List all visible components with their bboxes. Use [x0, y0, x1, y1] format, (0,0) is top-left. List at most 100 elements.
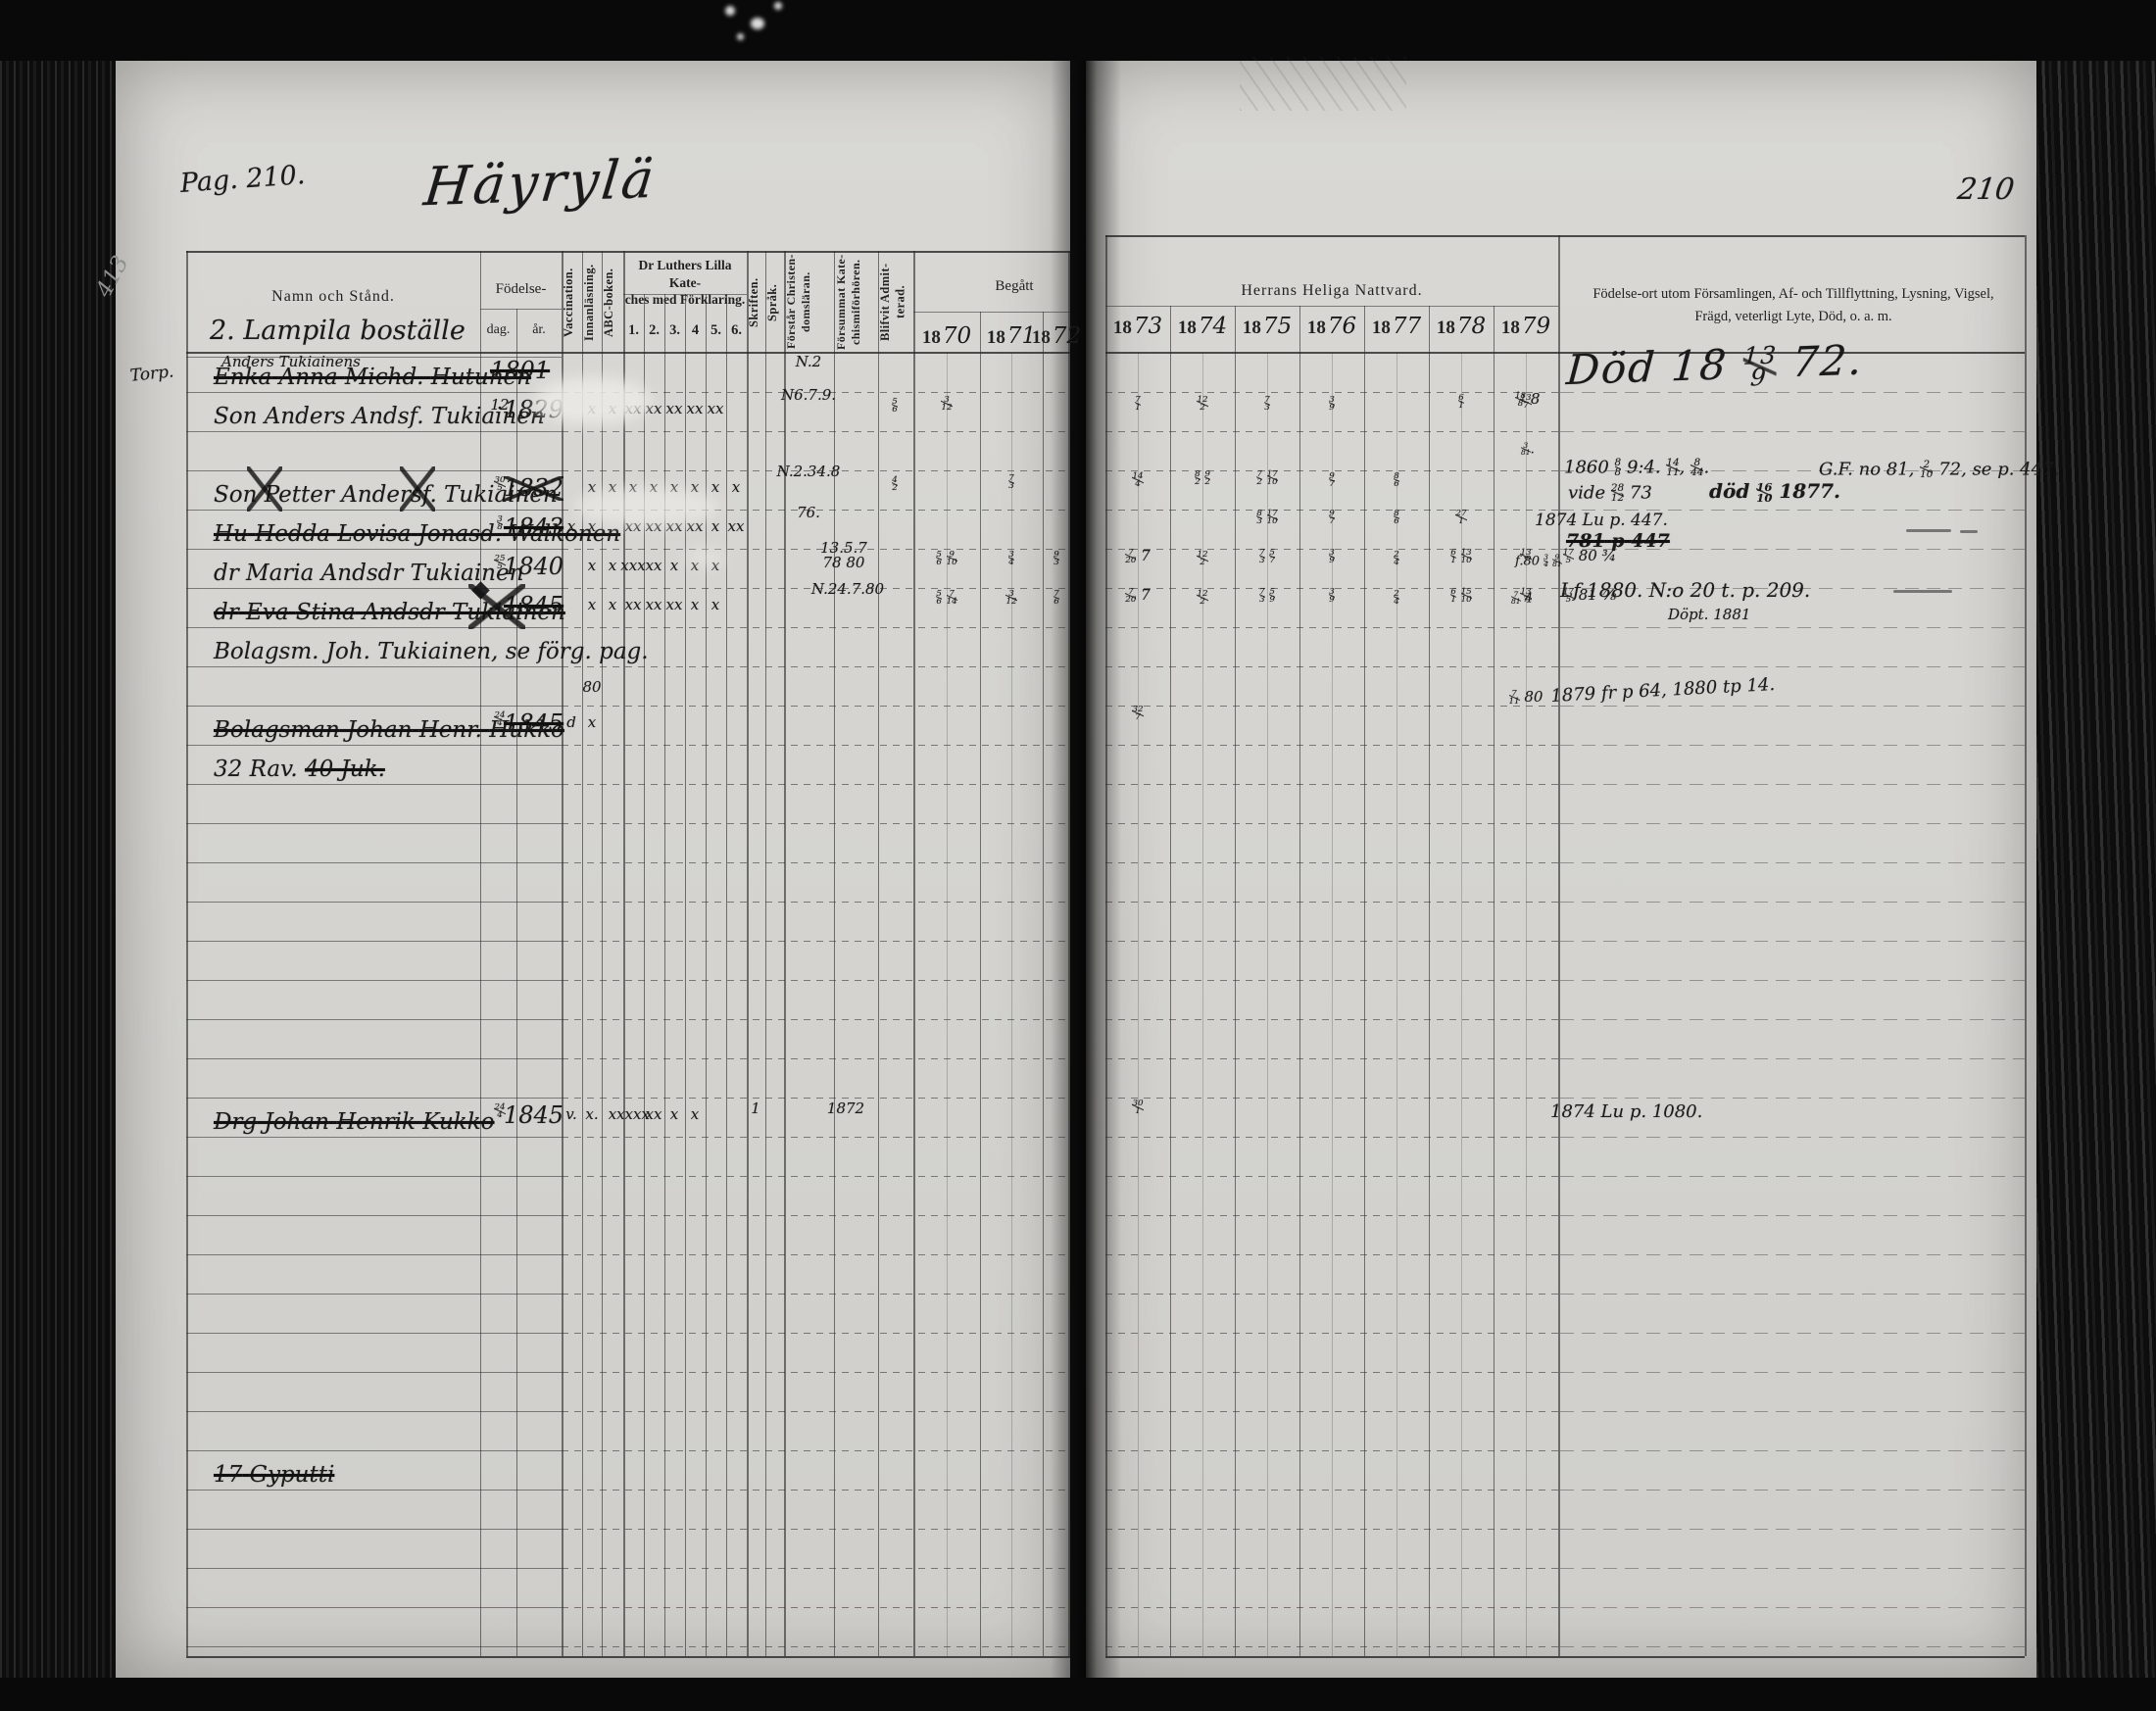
grid-line: [562, 784, 1070, 785]
fraction: 7 14: [946, 589, 957, 607]
ledger-mark: 7 20 7: [1125, 547, 1151, 565]
column-header-understands-doctrine: Förstår Christen- domsläran.: [784, 254, 812, 350]
column-header-scripture: Skriften.: [747, 277, 760, 328]
ledger-mark: xx: [624, 596, 642, 613]
grid-line: [186, 1646, 562, 1647]
catechism-part-label: 3.: [669, 322, 680, 338]
note-n10: 1874 Lu p. 1080.: [1550, 1101, 1703, 1122]
grid-line: [1105, 1254, 1558, 1255]
ledger-mark: 27 1: [1422, 510, 1500, 525]
column-header-birth: Födelse-: [495, 281, 547, 297]
grid-line: [1560, 1411, 2025, 1412]
ledger-mark: d: [566, 713, 576, 731]
fraction: 14 4: [1132, 471, 1144, 489]
grid-line: [1560, 1176, 2025, 1177]
fraction: 15 10: [1460, 587, 1472, 605]
grid-line: [1560, 1215, 2025, 1216]
fraction: 24 4: [494, 1102, 506, 1120]
note-n4a: 1874 Lu p. 447.: [1535, 511, 1668, 530]
grid-line: [913, 312, 1070, 313]
grid-line: [1105, 784, 1558, 785]
grid-line: [186, 1098, 562, 1099]
fraction: 3 12: [1005, 589, 1017, 607]
grid-line: [186, 706, 562, 707]
ledger-mark: xx: [665, 400, 683, 417]
ledger-mark: x: [690, 1105, 700, 1123]
grid-line: [1560, 510, 2025, 511]
note-n3d: död 16 10 1877.: [1709, 479, 1841, 505]
book-edge-right: [2036, 0, 2156, 1711]
entry-birth-day: 24 4: [482, 711, 517, 727]
fraction: 17 5: [1562, 587, 1574, 605]
fraction: 24 4: [494, 710, 506, 728]
entry-birth-year: 1801: [490, 357, 551, 384]
grid-line: [1560, 1294, 2025, 1295]
ledger-mark: N.2.34.8: [776, 463, 841, 480]
entry-birth-day: 25 5: [482, 555, 517, 570]
catechism-part-label: 4: [691, 322, 700, 338]
fraction: 2 10: [1920, 459, 1934, 480]
grid-line: [1105, 1568, 1558, 1569]
grid-line: [1332, 353, 1333, 1656]
grid-line: [1560, 1646, 2025, 1647]
grid-line: [1560, 549, 2025, 550]
grid-line: [1105, 1656, 2025, 1658]
note-n1: Död 18 13 9 72.: [1564, 335, 1866, 395]
ledger-mark: xx: [727, 517, 745, 535]
ledger-mark: x: [710, 478, 720, 496]
scan-speck: [774, 2, 782, 10]
grid-line: [1105, 1098, 1558, 1099]
grid-line: [1560, 1529, 2025, 1530]
fraction: 17 5: [1562, 548, 1574, 565]
ledger-mark: 12 2: [1163, 396, 1242, 412]
ledger-mark: xx: [707, 400, 724, 417]
catechism-part-label: 5.: [710, 322, 721, 338]
column-header-admitted: Blifvit Admit- terad.: [878, 263, 907, 341]
year-label: 1875: [1242, 314, 1293, 339]
grid-line: [726, 294, 727, 1656]
grid-line: [1560, 1450, 2025, 1451]
grid-line: [644, 294, 645, 1656]
grid-line: [186, 862, 562, 863]
grid-line: [562, 1568, 1070, 1569]
ledger-mark: x: [731, 478, 741, 496]
grid-line: [1429, 306, 1430, 1656]
ledger-mark: xx: [645, 1105, 662, 1123]
grid-line: [562, 627, 1070, 628]
grid-line: [186, 1019, 562, 1020]
ledger-mark: 3 12: [907, 396, 986, 412]
grid-line: [562, 745, 1070, 746]
grid-line: [186, 941, 562, 942]
grid-line: [1560, 1333, 2025, 1334]
grid-line: [878, 251, 879, 1656]
note-n6a: Lf 1880. N:o 20 t. p. 209.: [1560, 578, 1811, 602]
grid-line: [623, 251, 625, 1656]
grid-line: [562, 1490, 1070, 1491]
year-label: 1873: [1112, 314, 1163, 339]
ledger-mark: x: [690, 557, 700, 574]
ledger-mark: x: [690, 596, 700, 613]
grid-line: [1560, 1137, 2025, 1138]
note-n4b: 781 p 447: [1566, 530, 1670, 552]
grid-line: [562, 1529, 1070, 1530]
entry-name: Bolagsman Johan Henr. Hukko: [214, 717, 564, 743]
ledger-mark: 32 7: [1099, 706, 1177, 721]
entry-name: 32 Rav. 40 Juk.: [214, 757, 385, 782]
ink-ghost-scribbles: [1240, 57, 1406, 111]
ledger-mark: x: [608, 557, 617, 574]
fraction: 3 12: [941, 395, 953, 413]
grid-line: [1560, 784, 2025, 785]
